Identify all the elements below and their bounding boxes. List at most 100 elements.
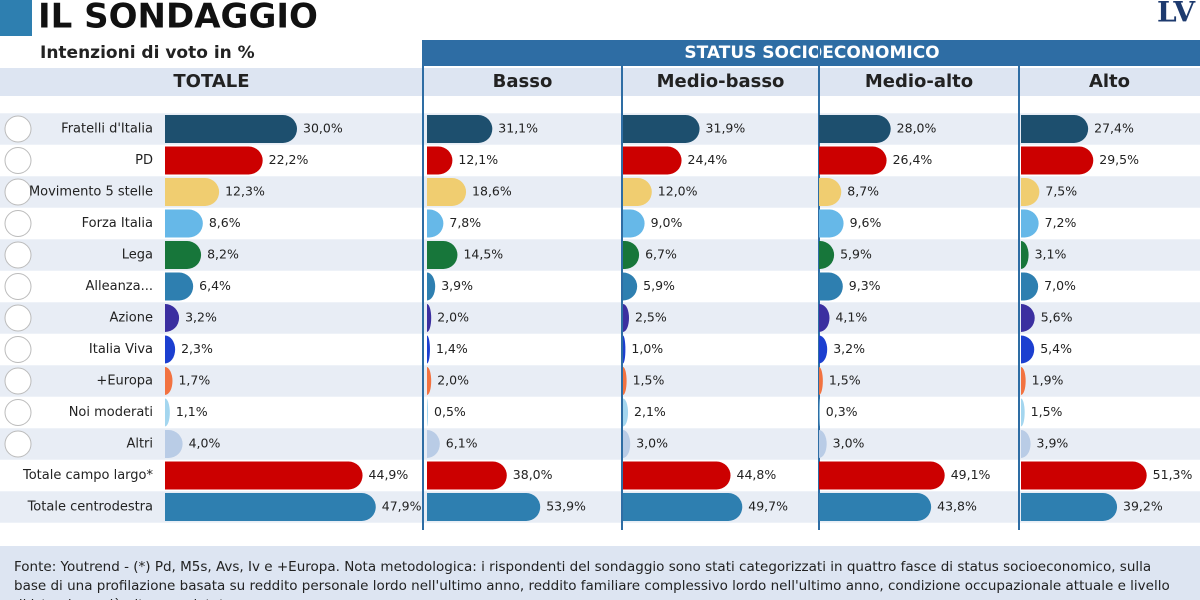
bar <box>1021 241 1029 269</box>
bar <box>165 241 202 269</box>
bar <box>623 335 626 364</box>
value-label: 4,0% <box>189 436 221 451</box>
title-marker <box>0 0 32 36</box>
bar <box>623 304 629 332</box>
value-label: 12,1% <box>458 152 498 167</box>
value-label: 3,9% <box>1037 436 1069 451</box>
bar <box>427 115 493 143</box>
value-label: 5,9% <box>840 247 872 262</box>
party-icon <box>4 147 32 174</box>
chart-title: IL SONDAGGIO <box>38 0 318 37</box>
value-label: 2,0% <box>437 373 469 388</box>
value-label: 3,1% <box>1035 247 1067 262</box>
bar <box>623 115 700 143</box>
bar <box>1021 115 1089 143</box>
value-label: 9,6% <box>850 215 882 230</box>
value-label: 2,0% <box>437 310 469 325</box>
row-band <box>0 302 1200 334</box>
value-label: 0,5% <box>434 404 466 419</box>
value-label: 3,2% <box>833 341 865 356</box>
bar <box>819 398 820 427</box>
bar <box>165 209 203 238</box>
value-label: 31,1% <box>498 121 538 136</box>
value-label: 49,7% <box>748 499 788 514</box>
bar <box>1021 367 1026 395</box>
bar <box>165 335 176 364</box>
value-label: 49,1% <box>951 467 991 482</box>
bar <box>623 146 682 175</box>
bar <box>165 178 220 206</box>
category-label: Noi moderati <box>69 405 153 420</box>
value-label: 29,5% <box>1099 152 1139 167</box>
value-label: 1,5% <box>1031 404 1063 419</box>
bar <box>427 335 430 364</box>
value-label: 22,2% <box>269 152 309 167</box>
bar <box>623 272 638 301</box>
value-label: 1,0% <box>631 341 663 356</box>
category-label: Totale centrodestra <box>27 500 153 515</box>
value-label: 27,4% <box>1094 121 1134 136</box>
bar <box>1021 461 1147 490</box>
value-label: 1,9% <box>1032 373 1064 388</box>
group-label: STATUS SOCIOECONOMICO <box>684 43 939 63</box>
value-label: 1,1% <box>176 404 208 419</box>
value-label: 2,5% <box>635 310 667 325</box>
party-icon <box>4 241 32 269</box>
column-header: Medio-basso <box>657 71 785 92</box>
party-icon <box>4 430 32 458</box>
bar <box>1021 493 1118 521</box>
value-label: 38,0% <box>513 467 553 482</box>
bar <box>623 178 652 206</box>
bar <box>165 398 170 427</box>
bar <box>427 272 436 301</box>
value-label: 47,9% <box>382 499 422 514</box>
value-label: 53,9% <box>546 499 586 514</box>
bar <box>623 430 631 458</box>
row-band <box>0 428 1200 460</box>
value-label: 3,9% <box>441 278 473 293</box>
value-label: 12,3% <box>225 184 265 199</box>
bar <box>427 461 507 490</box>
value-label: 5,6% <box>1041 310 1073 325</box>
bar <box>165 493 376 521</box>
value-label: 30,0% <box>303 121 343 136</box>
bar <box>427 146 453 175</box>
group-band <box>424 40 1200 66</box>
value-label: 8,2% <box>207 247 239 262</box>
bar <box>819 430 827 458</box>
value-label: 44,9% <box>369 467 409 482</box>
value-label: 0,3% <box>826 404 858 419</box>
party-icon <box>4 178 32 206</box>
value-label: 6,1% <box>446 436 478 451</box>
value-label: 6,7% <box>645 247 677 262</box>
bar <box>427 178 467 206</box>
bar <box>819 335 828 364</box>
column-header: Alto <box>1089 71 1130 92</box>
value-label: 44,8% <box>737 467 777 482</box>
value-label: 5,9% <box>643 278 675 293</box>
bar <box>165 461 363 490</box>
party-icon <box>4 304 32 332</box>
value-label: 1,5% <box>829 373 861 388</box>
value-label: 2,1% <box>634 404 666 419</box>
bar <box>819 146 887 175</box>
category-label: Lega <box>122 248 153 263</box>
bar <box>427 241 458 269</box>
value-label: 26,4% <box>893 152 933 167</box>
value-label: 4,1% <box>835 310 867 325</box>
bar <box>165 304 180 332</box>
category-label: Italia Viva <box>89 342 153 357</box>
value-label: 2,3% <box>181 341 213 356</box>
bar <box>427 367 432 395</box>
value-label: 7,5% <box>1045 184 1077 199</box>
category-label: Forza Italia <box>82 216 153 231</box>
value-label: 31,9% <box>706 121 746 136</box>
bar <box>165 367 173 395</box>
bar <box>819 241 835 269</box>
bar <box>1021 209 1039 238</box>
bar <box>427 304 432 332</box>
bar <box>623 461 731 490</box>
chart: IL SONDAGGIO Intenzioni di voto in % LV … <box>0 0 1200 530</box>
bar <box>819 272 843 301</box>
category-label: PD <box>135 153 153 168</box>
